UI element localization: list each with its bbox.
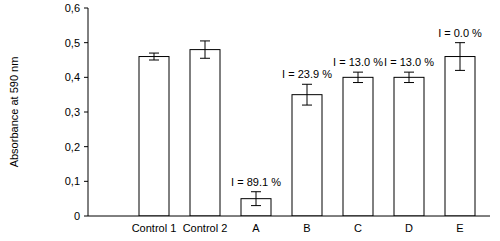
error-cap — [353, 72, 363, 73]
error-bar — [251, 192, 261, 206]
error-cap — [353, 82, 363, 83]
bar — [343, 77, 373, 216]
error-cap — [200, 40, 210, 41]
y-tick — [84, 146, 88, 147]
error-bar — [302, 84, 312, 105]
error-bar — [455, 43, 465, 71]
error-line — [154, 53, 155, 60]
y-tick — [84, 42, 88, 43]
bar — [190, 50, 220, 216]
y-tick — [84, 181, 88, 182]
error-line — [358, 72, 359, 82]
error-line — [256, 192, 257, 206]
error-bar — [353, 72, 363, 82]
bar-annotation: I = 89.1 % — [231, 176, 281, 188]
error-cap — [149, 60, 159, 61]
bar — [394, 77, 424, 216]
error-cap — [302, 84, 312, 85]
bar-annotation: I = 23.9 % — [282, 68, 332, 80]
error-line — [307, 84, 308, 105]
error-cap — [404, 72, 414, 73]
error-line — [205, 41, 206, 58]
x-tick-label: Control 1 — [132, 222, 177, 234]
x-tick-label: B — [303, 222, 310, 234]
error-bar — [404, 72, 414, 82]
error-bar — [149, 53, 159, 60]
y-tick — [84, 112, 88, 113]
y-tick-label: 0,2 — [65, 141, 80, 153]
error-bar — [200, 41, 210, 58]
x-tick-label: E — [456, 222, 463, 234]
bar — [445, 57, 475, 216]
y-tick-label: 0,4 — [65, 71, 80, 83]
bar — [292, 95, 322, 216]
y-tick-label: 0,5 — [65, 37, 80, 49]
bar-annotation: I = 13.0 % — [333, 56, 383, 68]
y-tick-label: 0,6 — [65, 2, 80, 14]
y-tick-label: 0 — [74, 210, 80, 222]
x-tick-label: A — [252, 222, 260, 234]
bars — [139, 41, 475, 216]
error-cap — [455, 70, 465, 71]
y-tick — [84, 216, 88, 217]
y-tick-label: 0,1 — [65, 175, 80, 187]
chart: 0 0,1 0,2 0,3 0,4 0,5 0,6 Control 1 Control 2 A B C… — [0, 0, 500, 241]
y-tick — [84, 8, 88, 9]
x-tick-label: C — [354, 222, 362, 234]
y-tick-label: 0,3 — [65, 106, 80, 118]
error-cap — [251, 205, 261, 206]
x-axis — [88, 216, 490, 217]
error-cap — [455, 42, 465, 43]
error-cap — [200, 58, 210, 59]
error-line — [409, 72, 410, 82]
x-tick-label: D — [405, 222, 413, 234]
error-cap — [149, 53, 159, 54]
error-cap — [251, 191, 261, 192]
error-line — [460, 43, 461, 71]
bar-annotation: I = 13.0 % — [384, 56, 434, 68]
x-tick-label: Control 2 — [183, 222, 228, 234]
y-axis-label: Absorbance at 590 nm — [8, 57, 20, 168]
error-cap — [404, 82, 414, 83]
bar — [139, 57, 169, 216]
chart-container: 0 0,1 0,2 0,3 0,4 0,5 0,6 Control 1 Control 2 A B C… — [0, 0, 500, 241]
error-cap — [302, 105, 312, 106]
bar-annotation: I = 0.0 % — [438, 27, 482, 39]
y-tick — [84, 77, 88, 78]
